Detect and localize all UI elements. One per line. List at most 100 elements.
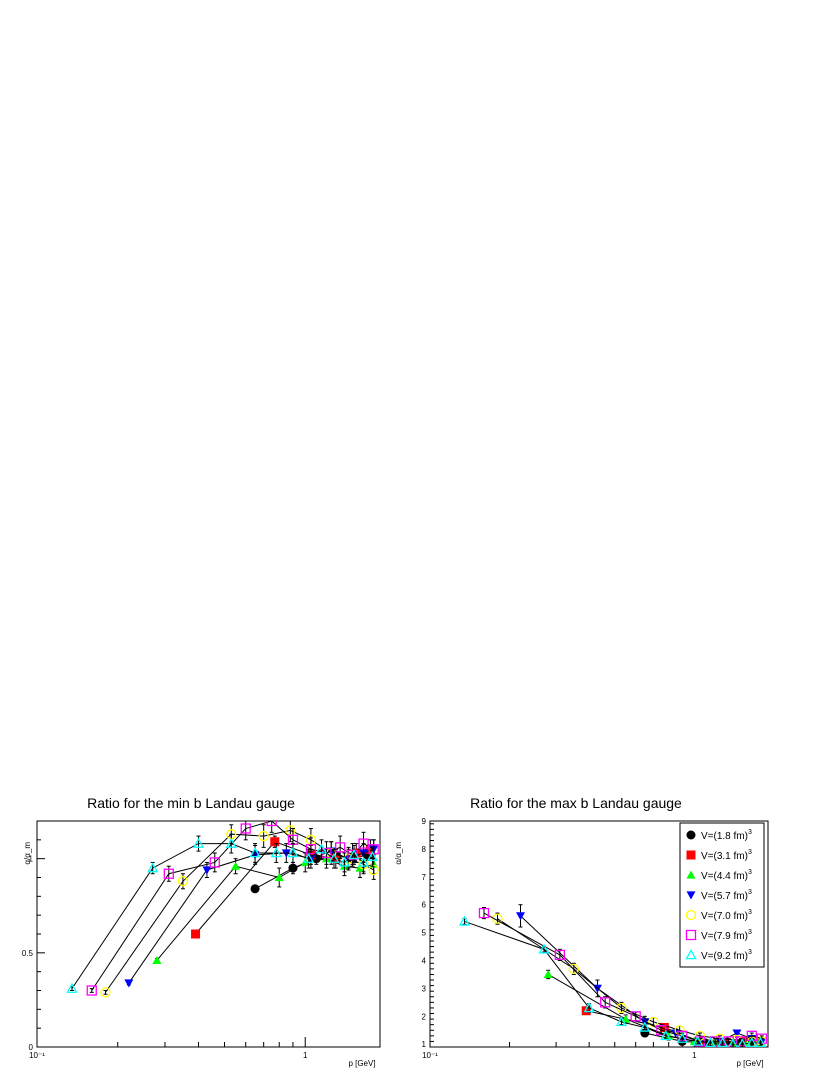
- data-point: [676, 1032, 688, 1043]
- y-tick-label: 2: [422, 1012, 427, 1021]
- data-point: [516, 912, 526, 921]
- data-point: [163, 868, 174, 879]
- series-line: [105, 829, 374, 993]
- data-point: [335, 842, 346, 853]
- y-tick-label: 6: [422, 901, 427, 910]
- legend-exponent: 3: [748, 889, 752, 896]
- series-6: [86, 821, 379, 996]
- legend-exponent: 3: [748, 849, 752, 856]
- series-line: [464, 920, 761, 1045]
- legend-marker: [686, 850, 696, 860]
- data-point: [660, 1030, 672, 1041]
- y-tick-label: 7: [422, 873, 427, 882]
- y-tick-label: 0.5: [22, 949, 34, 958]
- data-point: [740, 1036, 750, 1046]
- data-point: [554, 949, 566, 961]
- legend-exponent: 3: [748, 949, 752, 956]
- y-tick-label: 1: [422, 1040, 427, 1049]
- series-7: [458, 915, 767, 1047]
- data-point: [538, 943, 550, 954]
- y-tick-label: 9: [422, 817, 427, 826]
- data-point: [202, 866, 212, 875]
- x-tick-label: 10⁻¹: [422, 1051, 438, 1060]
- data-point: [659, 1022, 669, 1032]
- data-point: [225, 837, 237, 848]
- data-point: [717, 1036, 729, 1047]
- data-point: [348, 849, 360, 860]
- data-point: [303, 852, 315, 863]
- data-point: [328, 852, 340, 863]
- data-point: [270, 847, 282, 858]
- data-point: [368, 864, 379, 876]
- data-point: [86, 985, 97, 996]
- data-point: [583, 1002, 595, 1013]
- data-point: [266, 821, 277, 827]
- y-tick-label: 4: [422, 957, 427, 966]
- legend-entry: V=(5.7 fm)3: [701, 889, 752, 902]
- legend-box: [679, 822, 765, 968]
- data-point: [338, 856, 351, 867]
- data-point: [754, 1036, 767, 1047]
- legend-exponent: 3: [748, 869, 752, 876]
- data-point: [615, 1016, 628, 1027]
- x-tick-label: 1: [692, 1051, 697, 1060]
- data-point: [732, 1029, 742, 1038]
- legend-entry: V=(4.4 fm)3: [701, 869, 752, 882]
- legend-marker: [685, 909, 697, 921]
- y-axis-label: α/α_m: [394, 842, 403, 865]
- y-tick-label: 8: [422, 845, 427, 854]
- data-point: [231, 861, 241, 870]
- x-tick-label: 10⁻¹: [29, 1051, 45, 1060]
- series-line: [547, 974, 762, 1044]
- legend-entry: V=(9.2 fm)3: [701, 949, 752, 962]
- x-axis-label: p [GeV]: [736, 1059, 763, 1068]
- data-point: [315, 843, 328, 854]
- legend-marker: [686, 870, 696, 879]
- y-axis-label: α/α_m: [23, 842, 32, 865]
- chart-title: Ratio for the max b Landau gauge: [470, 795, 682, 811]
- data-point: [357, 856, 370, 867]
- data-point: [66, 982, 78, 993]
- legend-exponent: 3: [748, 909, 752, 916]
- chart-title: Ratio for the min b Landau gauge: [87, 795, 295, 811]
- plot-area: [66, 821, 379, 998]
- data-point: [692, 1035, 704, 1046]
- data-point: [305, 844, 317, 855]
- legend: V=(1.8 fm)3 V=(3.1 fm)3 V=(4.4 fm)3 V=(5.7 …: [679, 822, 765, 968]
- data-point: [152, 955, 162, 964]
- legend-entry: V=(1.8 fm)3: [701, 829, 752, 842]
- data-point: [177, 876, 189, 887]
- data-point: [581, 1006, 591, 1016]
- legend-entry: V=(7.9 fm)3: [701, 929, 752, 942]
- data-point: [737, 1038, 748, 1047]
- data-point: [568, 963, 579, 975]
- series-7: [66, 833, 379, 993]
- plot-area: [458, 904, 767, 1047]
- legend-marker: [686, 891, 696, 900]
- series-line: [156, 858, 374, 961]
- data-point: [100, 987, 111, 998]
- data-point: [124, 979, 134, 988]
- data-point: [704, 1036, 716, 1047]
- legend-exponent: 3: [748, 829, 752, 836]
- data-point: [366, 850, 379, 862]
- data-point: [147, 862, 159, 873]
- data-point: [543, 969, 553, 979]
- data-point: [192, 837, 205, 848]
- data-point: [365, 844, 375, 854]
- legend-entry: V=(3.1 fm)3: [701, 849, 752, 862]
- data-point: [287, 847, 299, 858]
- data-point: [728, 1038, 738, 1047]
- data-point: [639, 1021, 651, 1032]
- legend-marker: [685, 949, 697, 960]
- plot-frame: [429, 820, 769, 1048]
- y-tick-label: 5: [422, 929, 427, 938]
- data-point: [478, 907, 490, 919]
- series-line: [497, 918, 762, 1042]
- y-tick-label: 0: [29, 1043, 34, 1052]
- legend-marker: [686, 830, 696, 840]
- y-tick-label: 1: [29, 855, 34, 864]
- legend-marker: [685, 929, 697, 941]
- series-line: [71, 843, 373, 989]
